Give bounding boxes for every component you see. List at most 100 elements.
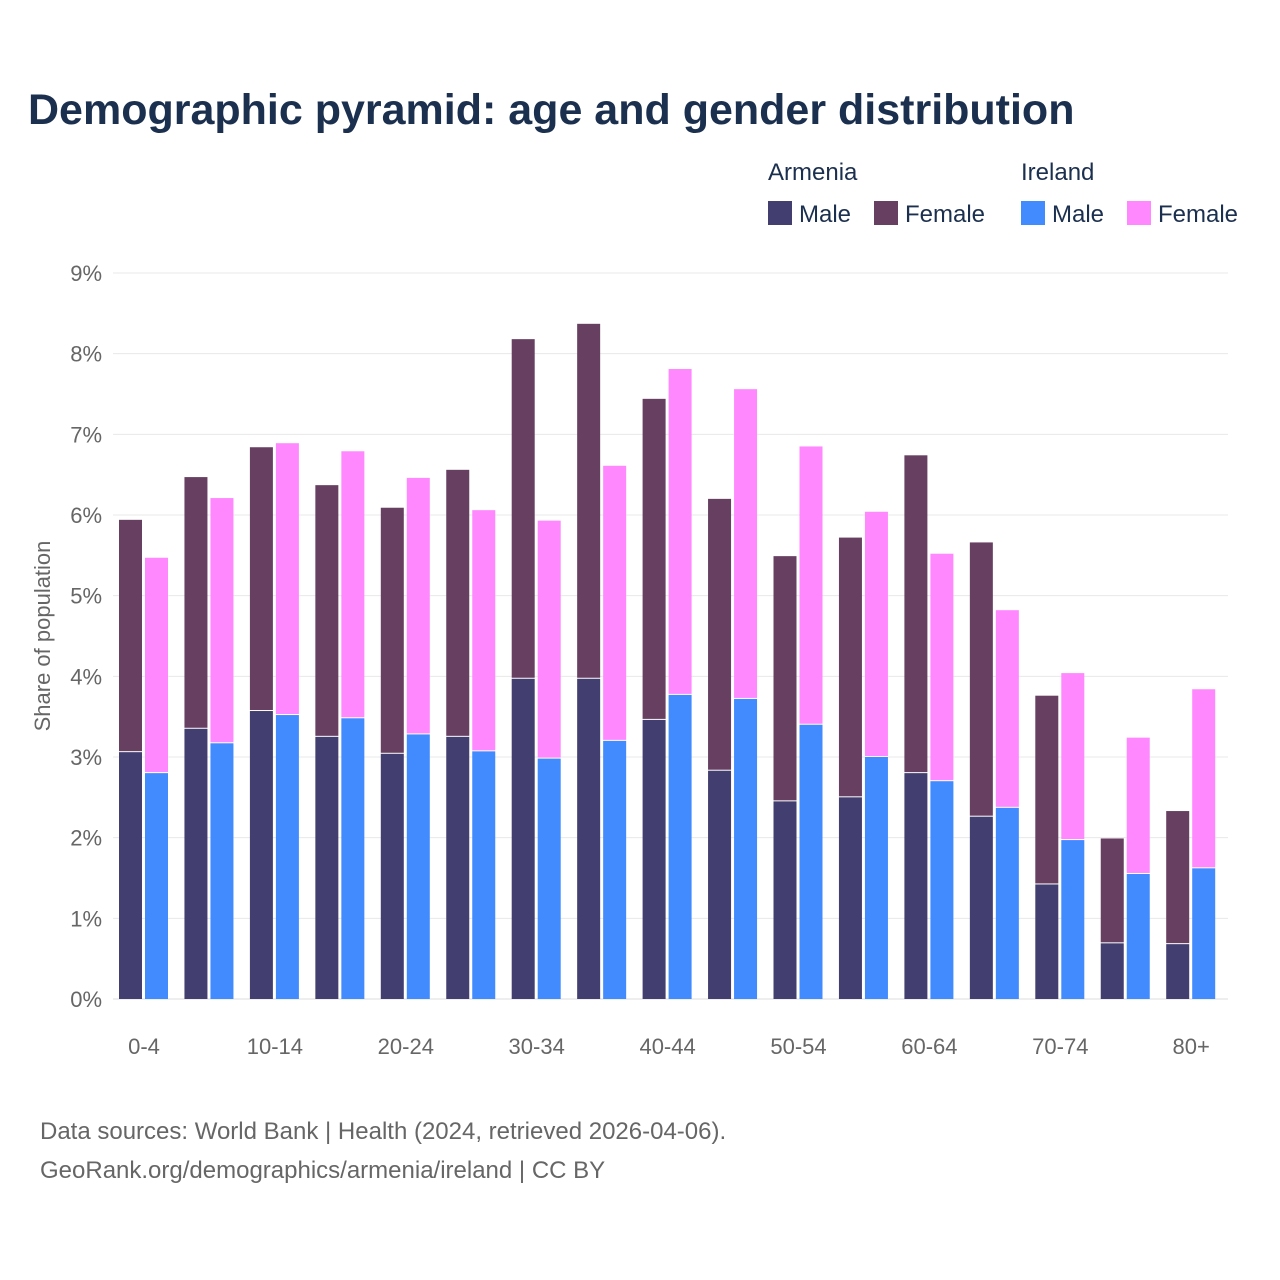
bar-armenia-male: [642, 719, 666, 999]
bar-armenia-female: [577, 323, 601, 678]
bar-armenia-male: [511, 678, 535, 999]
source-line-1: Data sources: World Bank | Health (2024,…: [40, 1118, 726, 1145]
bar-ireland-male: [1126, 873, 1150, 999]
y-tick-label: 7%: [70, 422, 102, 447]
bar-armenia-female: [119, 519, 142, 752]
bar-armenia-female: [315, 485, 339, 736]
chart-title: Demographic pyramid: age and gender dist…: [28, 86, 1074, 134]
bar-armenia-male: [1166, 944, 1190, 999]
bar-ireland-female: [341, 451, 365, 718]
y-tick-label: 5%: [70, 584, 102, 609]
bar-armenia-male: [1035, 884, 1059, 999]
legend-swatch: [1127, 201, 1151, 225]
bar-ireland-male: [734, 698, 758, 999]
bar-ireland-male: [145, 773, 168, 999]
bar-armenia-female: [773, 556, 797, 801]
bar-ireland-female: [799, 446, 823, 724]
x-tick-label: 60-64: [901, 1034, 957, 1059]
bar-armenia-male: [119, 752, 142, 999]
x-tick-label: 70-74: [1032, 1034, 1088, 1059]
bar-ireland-female: [1061, 673, 1085, 840]
bar-armenia-male: [773, 801, 797, 999]
bar-armenia-male: [249, 711, 273, 999]
bar-ireland-female: [930, 553, 954, 781]
x-tick-label: 50-54: [770, 1034, 826, 1059]
bar-ireland-female: [1192, 689, 1216, 868]
x-tick-label: 80+: [1173, 1034, 1210, 1059]
legend-group-title: Armenia: [768, 159, 858, 186]
bar-ireland-male: [668, 694, 692, 999]
y-tick-label: 3%: [70, 745, 102, 770]
y-tick-label: 2%: [70, 826, 102, 851]
bar-ireland-female: [995, 610, 1019, 807]
y-tick-label: 4%: [70, 664, 102, 689]
bar-armenia-male: [315, 736, 339, 999]
x-tick-label: 40-44: [639, 1034, 695, 1059]
legend-label: Male: [1052, 201, 1104, 228]
bar-ireland-female: [734, 389, 758, 698]
y-axis-label: Share of population: [30, 541, 55, 732]
bars: [119, 323, 1216, 999]
bar-ireland-male: [995, 807, 1019, 999]
bar-ireland-male: [603, 740, 627, 999]
x-tick-label: 10-14: [247, 1034, 303, 1059]
bar-ireland-female: [537, 520, 561, 758]
bar-ireland-male: [472, 751, 496, 999]
bar-ireland-female: [145, 557, 168, 773]
bar-ireland-female: [864, 511, 888, 756]
bar-armenia-female: [1100, 838, 1124, 943]
legend-label: Female: [1158, 201, 1238, 228]
legend-swatch: [1021, 201, 1045, 225]
bar-ireland-female: [668, 368, 692, 694]
bar-ireland-female: [472, 510, 496, 751]
y-tick-label: 8%: [70, 342, 102, 367]
legend-swatch: [874, 201, 898, 225]
x-tick-label: 20-24: [378, 1034, 434, 1059]
bar-ireland-female: [210, 498, 234, 743]
bar-armenia-female: [511, 339, 535, 678]
bar-armenia-male: [1100, 943, 1124, 999]
bar-armenia-male: [577, 678, 601, 999]
legend-swatch: [768, 201, 792, 225]
bar-armenia-male: [969, 816, 993, 999]
bar-armenia-female: [1035, 695, 1059, 884]
bar-armenia-female: [249, 447, 273, 711]
bar-armenia-female: [380, 507, 404, 753]
bar-armenia-female: [838, 537, 862, 797]
bar-ireland-male: [864, 757, 888, 999]
bar-ireland-male: [341, 718, 365, 999]
bar-armenia-female: [446, 469, 470, 736]
bar-ireland-male: [275, 715, 299, 999]
legend-label: Female: [905, 201, 985, 228]
legend-label: Male: [799, 201, 851, 228]
bar-ireland-male: [1061, 840, 1085, 999]
bar-armenia-female: [904, 455, 928, 773]
source-line-2: GeoRank.org/demographics/armenia/ireland…: [40, 1157, 605, 1184]
y-tick-label: 6%: [70, 503, 102, 528]
legend: Armenia Male Female Ireland Male Female: [768, 159, 1238, 228]
bar-ireland-male: [210, 743, 234, 999]
bar-armenia-male: [838, 797, 862, 999]
bar-armenia-male: [184, 728, 208, 999]
bar-armenia-female: [708, 498, 732, 770]
bar-ireland-male: [537, 758, 561, 999]
bar-armenia-male: [904, 773, 928, 999]
bar-ireland-male: [1192, 868, 1216, 999]
bar-ireland-male: [406, 734, 430, 999]
bar-armenia-male: [708, 770, 732, 999]
bar-ireland-male: [930, 781, 954, 999]
y-tick-label: 0%: [70, 987, 102, 1012]
x-axis: 0-4 10-14 20-24 30-34 40-44 50-54 60-64 70-74 80…: [128, 1034, 1210, 1059]
bar-ireland-female: [1126, 737, 1150, 873]
x-tick-label: 0-4: [128, 1034, 160, 1059]
bar-armenia-female: [184, 477, 208, 728]
y-tick-label: 9%: [70, 261, 102, 286]
bar-armenia-female: [969, 542, 993, 816]
bar-ireland-female: [406, 477, 430, 734]
bar-armenia-female: [642, 398, 666, 719]
legend-group-title: Ireland: [1021, 159, 1094, 186]
bar-armenia-male: [380, 753, 404, 999]
bar-ireland-female: [275, 443, 299, 715]
